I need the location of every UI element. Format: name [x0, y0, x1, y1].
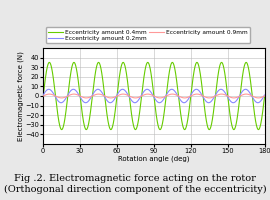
Eccentricity amount 0.2mm	[146, 88, 149, 90]
Eccentricity amount 0.2mm	[176, 94, 179, 96]
Eccentricity amount 0.9mm	[179, 96, 183, 98]
Line: Eccentricity amount 0.4mm: Eccentricity amount 0.4mm	[43, 62, 265, 130]
Y-axis label: Electromagnetic force (N): Electromagnetic force (N)	[17, 51, 24, 141]
Eccentricity amount 0.9mm	[42, 95, 45, 97]
Eccentricity amount 0.9mm	[263, 95, 266, 97]
Eccentricity amount 0.9mm	[48, 93, 51, 95]
Eccentricity amount 0.4mm	[42, 95, 45, 97]
Eccentricity amount 0.9mm	[176, 94, 179, 97]
Eccentricity amount 0.9mm	[89, 96, 92, 98]
Eccentricity amount 0.9mm	[103, 95, 107, 97]
Eccentricity amount 0.9mm	[257, 97, 260, 99]
Eccentricity amount 0.4mm	[257, 128, 260, 131]
Eccentricity amount 0.2mm	[42, 94, 45, 96]
Eccentricity amount 0.4mm	[179, 115, 183, 117]
Eccentricity amount 0.2mm	[263, 94, 266, 96]
Eccentricity amount 0.2mm	[263, 94, 266, 96]
Eccentricity amount 0.9mm	[263, 95, 266, 97]
Eccentricity amount 0.4mm	[89, 109, 92, 111]
Line: Eccentricity amount 0.2mm: Eccentricity amount 0.2mm	[43, 89, 265, 103]
Legend: Eccentricity amount 0.4mm, Eccentricity amount 0.2mm, Eccentricity amount 0.9mm: Eccentricity amount 0.4mm, Eccentricity …	[46, 27, 250, 43]
Eccentricity amount 0.2mm	[242, 89, 245, 91]
Text: Fig .2. Electromagnetic force acting on the rotor
(Orthogonal direction componen: Fig .2. Electromagnetic force acting on …	[4, 174, 266, 194]
Eccentricity amount 0.4mm	[48, 61, 51, 64]
Eccentricity amount 0.9mm	[242, 93, 245, 96]
Line: Eccentricity amount 0.9mm: Eccentricity amount 0.9mm	[43, 94, 265, 98]
Eccentricity amount 0.2mm	[103, 96, 107, 99]
Eccentricity amount 0.4mm	[176, 83, 179, 86]
Eccentricity amount 0.4mm	[103, 98, 107, 101]
Eccentricity amount 0.4mm	[263, 95, 266, 98]
X-axis label: Rotation angle (deg): Rotation angle (deg)	[118, 156, 190, 162]
Eccentricity amount 0.2mm	[133, 102, 136, 104]
Eccentricity amount 0.2mm	[89, 97, 92, 99]
Eccentricity amount 0.4mm	[242, 68, 245, 70]
Eccentricity amount 0.4mm	[263, 95, 266, 97]
Eccentricity amount 0.2mm	[180, 100, 183, 102]
